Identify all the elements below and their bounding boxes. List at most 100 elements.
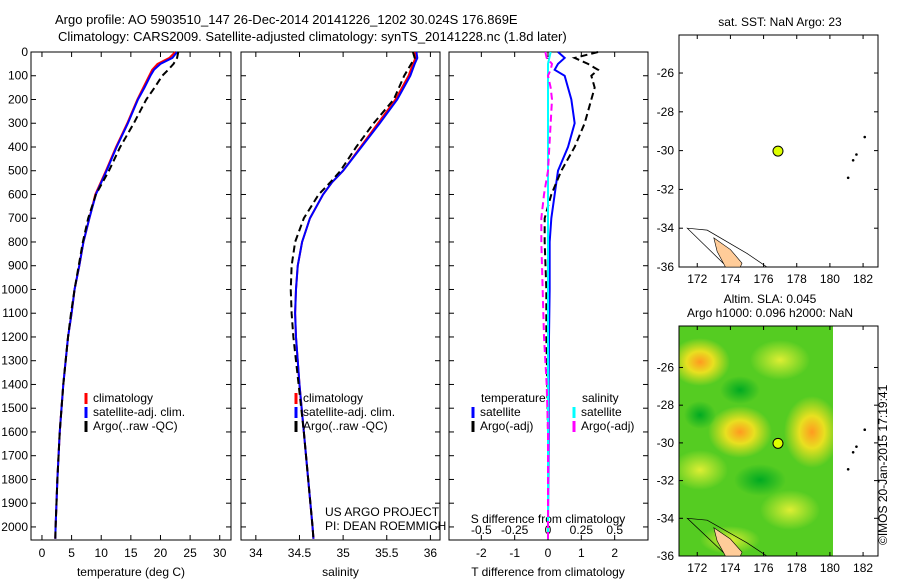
new-zealand-land [713, 527, 743, 557]
depth-tick-label: 1700 [1, 449, 28, 463]
legend-label: Argo(..raw -QC) [93, 419, 178, 433]
temperature-tick-label: 25 [183, 546, 197, 560]
salinity-tick-label: 34.5 [288, 546, 312, 560]
lat-tick-label: -34 [657, 221, 675, 235]
legend-label: climatology [93, 391, 153, 405]
title-line1: Argo profile: AO 5903510_147 26-Dec-2014… [55, 12, 518, 27]
legend-title: salinity [582, 391, 619, 405]
lat-tick-label: -28 [657, 398, 675, 412]
depth-tick-label: 800 [8, 235, 28, 249]
depth-tick-label: 1500 [1, 401, 28, 415]
temperature-tick-label: 10 [95, 546, 109, 560]
depth-tick-label: 900 [8, 259, 28, 273]
depth-tick-label: 100 [8, 69, 28, 83]
temperature-tick-label: 15 [124, 546, 138, 560]
depth-tick-label: 1300 [1, 354, 28, 368]
depth-tick-label: 400 [8, 140, 28, 154]
lat-tick-label: -28 [657, 105, 675, 119]
coast-contour [686, 227, 769, 268]
temperature-frame [30, 51, 232, 541]
lat-tick-label: -36 [657, 260, 675, 274]
argo-float-marker [772, 437, 784, 449]
lat-tick-label: -26 [657, 360, 675, 374]
title-line2: Climatology: CARS2009. Satellite-adjuste… [58, 29, 567, 44]
depth-tick-label: 600 [8, 187, 28, 201]
lat-tick-label: -32 [657, 182, 675, 196]
depth-tick-label: 2000 [1, 520, 28, 534]
depth-tick-label: 1800 [1, 472, 28, 486]
lon-tick-label: 176 [754, 561, 774, 575]
project-line1: US ARGO PROJECT [325, 505, 440, 519]
sla-map-title2: Argo h1000: 0.096 h2000: NaN [687, 306, 853, 320]
legend-label: Argo(-adj) [581, 419, 634, 433]
depth-tick-label: 300 [8, 116, 28, 130]
island-marker [863, 135, 867, 139]
diff-line-1 [543, 51, 600, 539]
lon-tick-label: 174 [720, 561, 740, 575]
depth-tick-label: 500 [8, 164, 28, 178]
sla-map-frame [678, 325, 879, 557]
tdiff-tick-label: 2 [611, 546, 618, 560]
sdiff-tick-label: 0.25 [570, 523, 594, 537]
salinity-line-1 [294, 51, 419, 539]
lon-tick-label: 172 [687, 561, 707, 575]
island-marker [863, 428, 867, 431]
island-marker [855, 153, 858, 156]
depth-tick-label: 1600 [1, 425, 28, 439]
depth-tick-label: 700 [8, 211, 28, 225]
sdiff-tick-label: 0.5 [606, 523, 623, 537]
legend-label: Argo(..raw -QC) [303, 419, 388, 433]
salinity-tick-label: 34 [249, 546, 263, 560]
salinity-line-2 [289, 51, 416, 539]
salinity-frame [240, 51, 441, 541]
tdiff-axis-label: T difference from climatology [471, 565, 625, 579]
lon-tick-label: 178 [787, 561, 807, 575]
temperature-tick-label: 20 [154, 546, 168, 560]
legend-label: satellite [581, 405, 622, 419]
diff-line-3 [540, 51, 554, 539]
legend-title: temperature [481, 391, 546, 405]
lon-tick-label: 182 [853, 561, 873, 575]
sla-heatmap [679, 326, 833, 556]
lon-tick-label: 176 [754, 272, 774, 286]
lon-tick-label: 172 [687, 272, 707, 286]
tdiff-tick-label: -1 [509, 546, 520, 560]
project-line2: PI: DEAN ROEMMICH [325, 519, 447, 533]
salinity-line-0 [294, 51, 417, 539]
depth-tick-label: 1000 [1, 282, 28, 296]
depth-tick-label: 1100 [2, 306, 28, 320]
temperature-axis-label: temperature (deg C) [77, 565, 185, 579]
lat-tick-label: -32 [657, 474, 675, 488]
lon-tick-label: 180 [820, 272, 840, 286]
argo-float-marker [772, 145, 784, 157]
salinity-tick-label: 35 [336, 546, 350, 560]
lon-tick-label: 174 [720, 272, 740, 286]
island-marker [851, 451, 855, 454]
sdiff-tick-label: -0.25 [501, 523, 529, 537]
tdiff-tick-label: 0 [545, 546, 552, 560]
lat-tick-label: -36 [657, 549, 675, 563]
depth-tick-label: 0 [21, 45, 28, 59]
depth-tick-label: 200 [8, 92, 28, 106]
legend-label: satellite-adj. clim. [93, 405, 185, 419]
sla-map-title1: Altim. SLA: 0.045 [724, 292, 817, 306]
sst-map-title: sat. SST: NaN Argo: 23 [718, 15, 842, 29]
lon-tick-label: 182 [853, 272, 873, 286]
salinity-tick-label: 35.5 [375, 546, 399, 560]
island-marker [846, 467, 850, 471]
legend-label: satellite-adj. clim. [303, 405, 395, 419]
lat-tick-label: -26 [657, 66, 675, 80]
island-marker [846, 176, 850, 180]
new-zealand-land [713, 237, 743, 268]
lon-tick-label: 180 [820, 561, 840, 575]
salinity-tick-label: 36 [424, 546, 438, 560]
island-marker [851, 159, 855, 162]
depth-tick-label: 1400 [1, 377, 28, 391]
lon-tick-label: 178 [787, 272, 807, 286]
lat-tick-label: -34 [657, 511, 675, 525]
diff-line-0 [547, 51, 576, 539]
legend-label: climatology [303, 391, 363, 405]
lat-tick-label: -30 [657, 436, 675, 450]
coast-contour [686, 517, 769, 557]
